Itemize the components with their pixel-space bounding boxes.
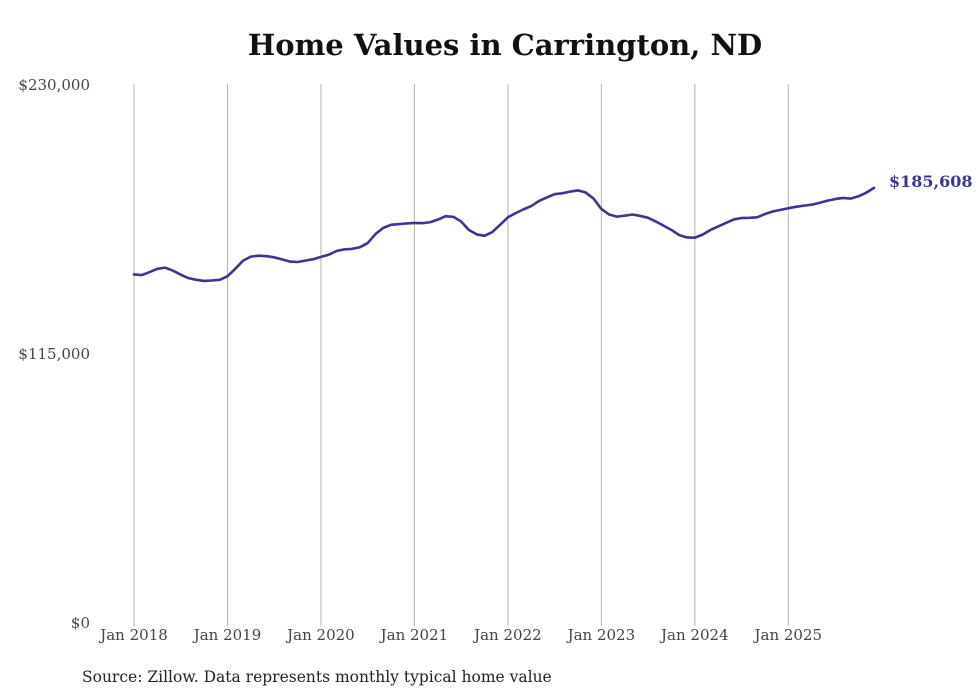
source-note: Source: Zillow. Data represents monthly …	[82, 668, 552, 686]
y-tick-label: $230,000	[18, 76, 90, 94]
x-tick-label: Jan 2022	[472, 626, 542, 644]
x-tick-label: Jan 2019	[192, 626, 262, 644]
chart-title: Home Values in Carrington, ND	[247, 28, 763, 62]
series-line-home-value	[132, 186, 876, 283]
x-tick-label: Jan 2021	[379, 626, 449, 644]
x-tick-label: Jan 2025	[753, 626, 823, 644]
end-value-label: $185,608	[889, 172, 973, 191]
x-tick-label: Jan 2018	[98, 626, 168, 644]
x-tick-label: Jan 2024	[659, 626, 729, 644]
y-axis-ticks: $0 $115,000 $230,000	[18, 76, 90, 632]
x-tick-label: Jan 2023	[566, 626, 636, 644]
gridlines	[133, 84, 789, 626]
x-tick-label: Jan 2020	[285, 626, 355, 644]
y-tick-label: $0	[71, 614, 90, 632]
y-tick-label: $115,000	[18, 345, 90, 363]
x-axis-ticks: Jan 2018 Jan 2019 Jan 2020 Jan 2021 Jan 2022…	[98, 626, 822, 644]
